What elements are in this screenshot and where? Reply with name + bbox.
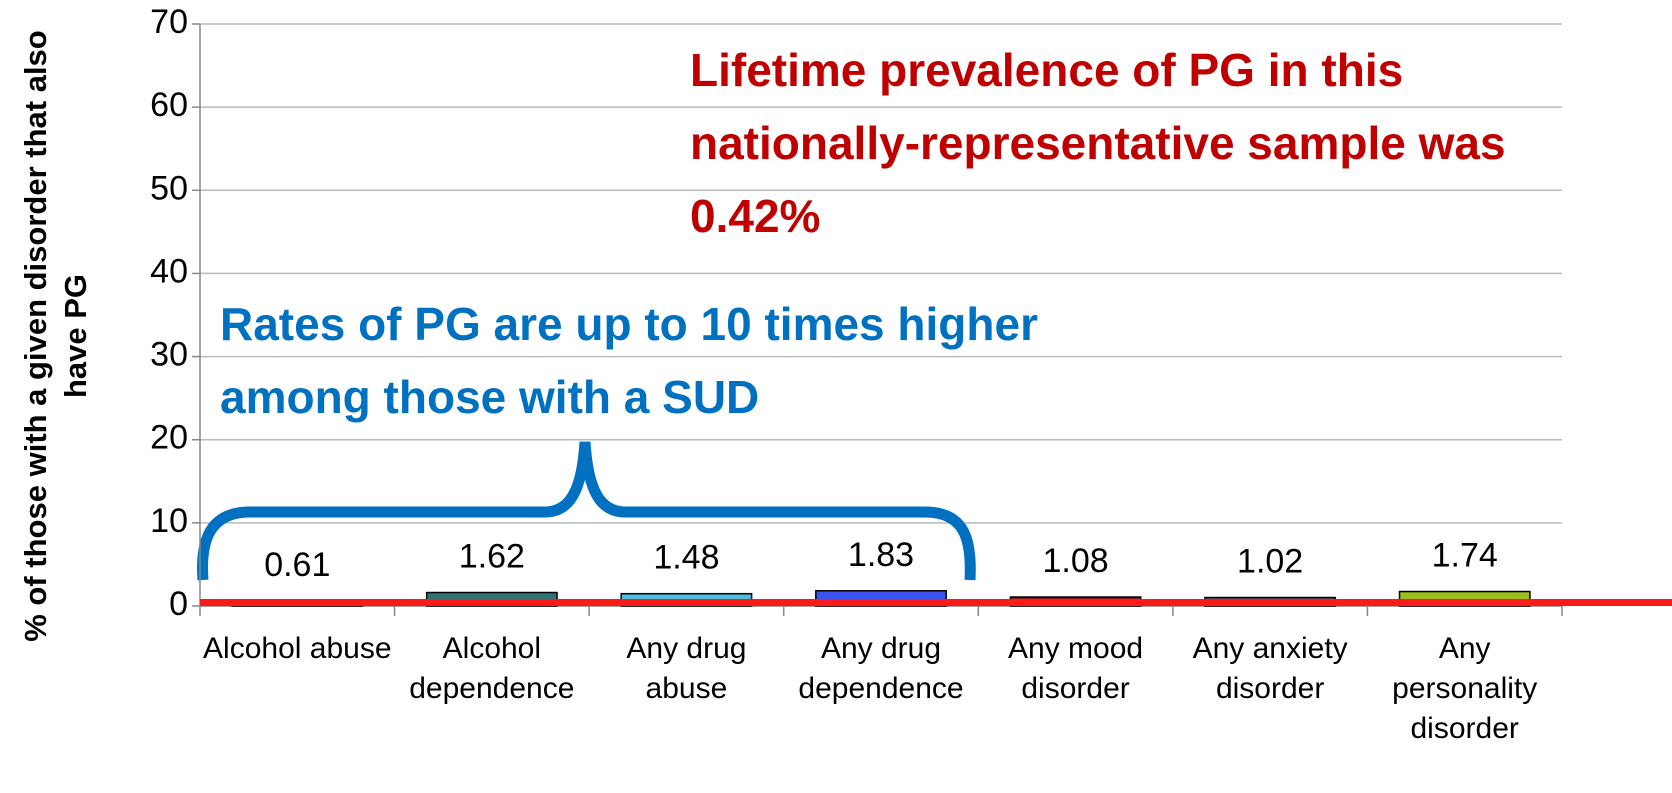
value-label: 1.02 [1237,543,1303,581]
value-label: 1.74 [1432,537,1498,575]
y-tick-label: 60 [150,86,188,124]
y-tick-label: 70 [150,3,188,41]
value-label: 0.61 [264,546,330,584]
value-label: 1.62 [459,538,525,576]
y-tick-label: 40 [150,252,188,290]
y-tick-label: 0 [169,585,188,623]
value-label: 1.83 [848,536,914,574]
x-tick-label: Any drug dependence [798,632,964,705]
y-axis-label: % of those with a given disorder that al… [18,30,93,642]
x-tick-label: Any anxiety disorder [1192,632,1348,705]
x-tick-label: Any personality disorder [1392,632,1538,745]
x-tick-label: Any drug abuse [626,632,747,705]
brace [197,441,976,581]
y-tick-label: 20 [150,419,188,457]
value-label: 1.08 [1042,542,1108,580]
y-tick-label: 10 [150,502,188,540]
annotation: Rates of PG are up to 10 times higher am… [220,298,1038,423]
annotation: Lifetime prevalence of PG in this nation… [690,44,1506,242]
x-tick-label: Any mood disorder [1008,632,1144,705]
value-label: 1.48 [653,539,719,577]
x-tick-label: Alcohol dependence [409,632,575,705]
y-tick-label: 50 [150,169,188,207]
y-tick-label: 30 [150,336,188,374]
x-tick-label: Alcohol abuse [203,632,392,665]
